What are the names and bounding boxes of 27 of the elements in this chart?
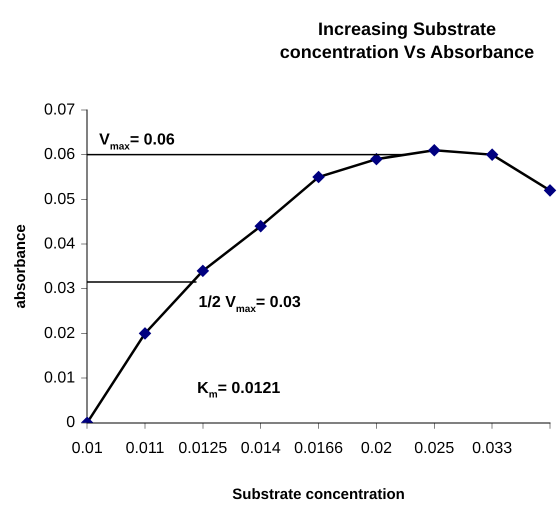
point	[139, 328, 151, 340]
x-tick-label: 0.011	[126, 440, 165, 457]
y-tick-label: 0.06	[44, 146, 76, 164]
y-tick-label: 0.05	[44, 190, 76, 208]
y-tick-label: 0.07	[44, 101, 76, 118]
y-tick-label: 0.02	[44, 324, 76, 342]
x-tick-label: 0.025	[414, 440, 454, 457]
y-tick-label: 0	[66, 414, 76, 432]
point	[197, 265, 209, 277]
x-tick-label: 0.014	[240, 440, 281, 457]
x-tick-label: 0.01	[72, 440, 103, 457]
point	[370, 153, 382, 165]
y-tick-label: 0.03	[44, 280, 76, 298]
x-tick-label: 0.0166	[294, 440, 344, 457]
point	[428, 144, 440, 156]
x-tick-label: 0.02	[360, 440, 392, 457]
x-axis-title: Substrate concentration	[232, 486, 405, 504]
chart-title: Increasing Substrate concentration Vs Absorbance	[278, 18, 536, 64]
point	[544, 184, 556, 196]
point	[254, 220, 266, 232]
y-axis-title: absorbance	[12, 224, 30, 308]
x-tick-label: 0.033	[472, 440, 512, 457]
point	[486, 148, 498, 160]
y-tick-label: 0.04	[44, 235, 76, 252]
y-tick-label: 0.01	[44, 370, 76, 387]
point	[312, 171, 324, 183]
x-tick-label: 0.0125	[178, 440, 228, 457]
